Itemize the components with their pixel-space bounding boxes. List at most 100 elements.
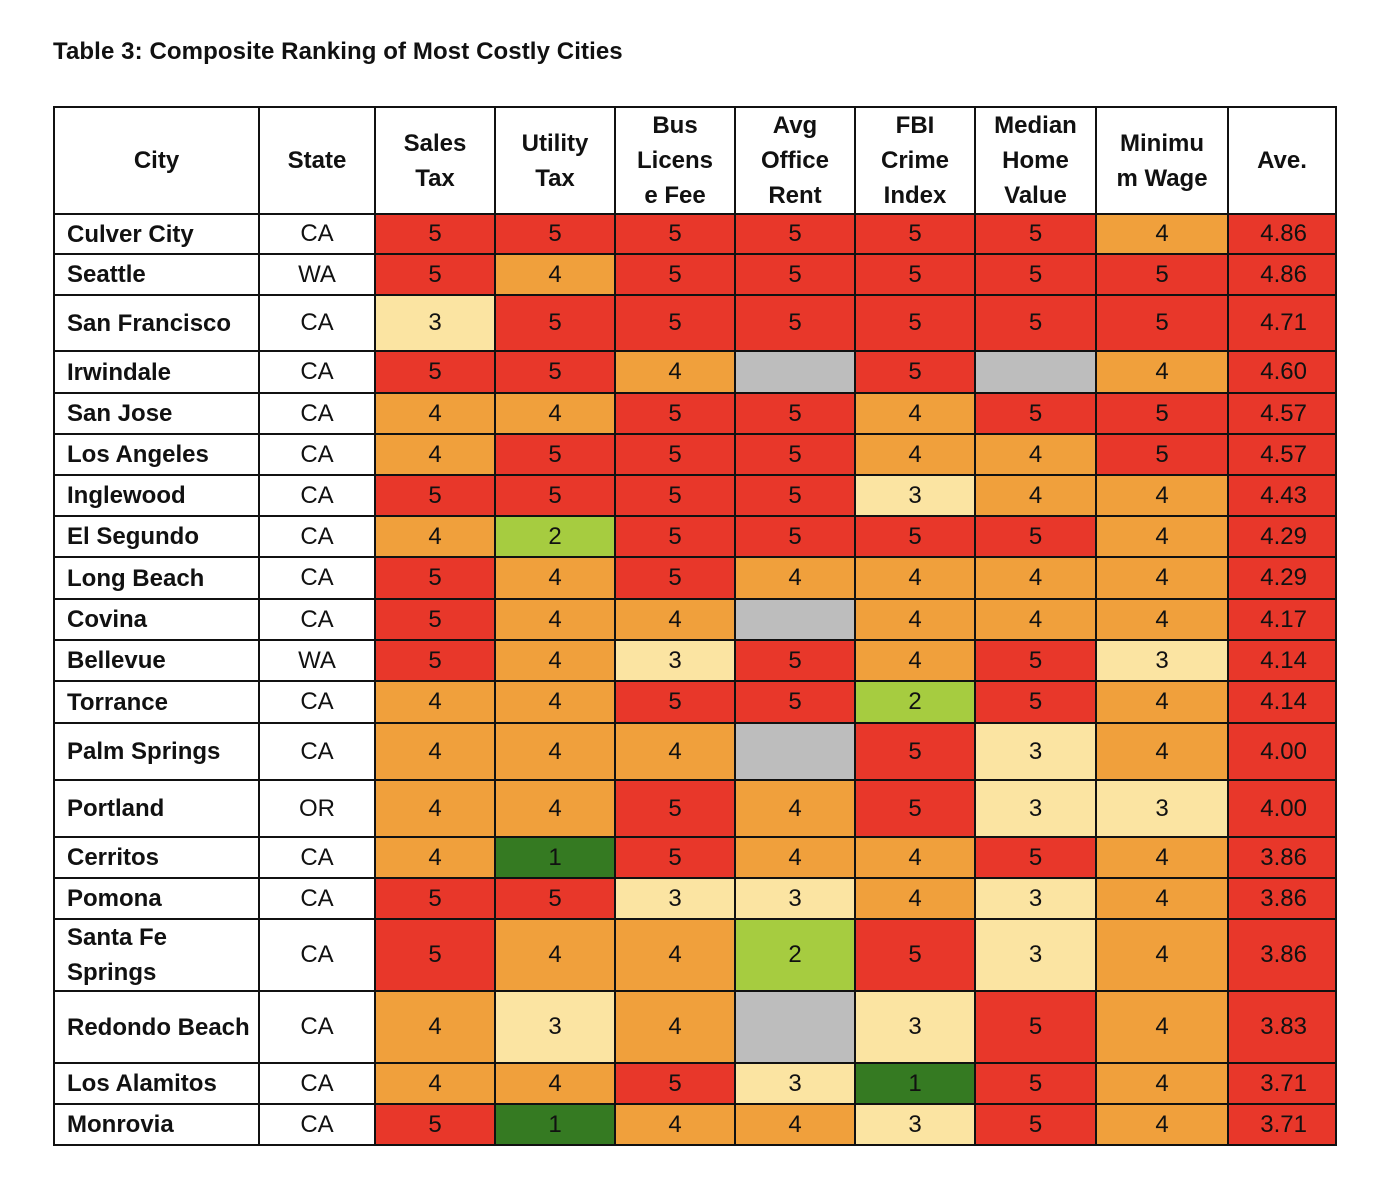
average-cell: 4.14 — [1227, 639, 1337, 682]
score-cell: 4 — [494, 598, 616, 641]
score-cell: 5 — [494, 433, 616, 476]
score-cell: 1 — [494, 1103, 616, 1146]
score-cell: 4 — [374, 990, 496, 1064]
score-cell: 5 — [374, 918, 496, 992]
cost-ranking-table: City State Sales Tax Utility Tax Bus Licens e Fe… — [53, 106, 1337, 1146]
score-cell: 5 — [1095, 253, 1229, 296]
score-cell: 4 — [854, 877, 976, 920]
score-cell: 2 — [734, 918, 856, 992]
score-cell: 1 — [494, 836, 616, 879]
table-row: Monrovia CA 5 1 4 4 3 5 4 3.71 — [53, 1103, 1337, 1146]
score-cell: 5 — [614, 294, 736, 352]
state-cell: CA — [258, 556, 376, 600]
table-row: Torrance CA 4 4 5 5 2 5 4 4.14 — [53, 680, 1337, 724]
score-cell: 3 — [1095, 779, 1229, 838]
score-cell: 5 — [734, 294, 856, 352]
score-cell: 5 — [974, 990, 1097, 1064]
column-header-line: FBI — [895, 112, 935, 139]
score-cell: 4 — [854, 556, 976, 600]
score-cell: 4 — [734, 836, 856, 879]
score-cell: 5 — [494, 350, 616, 394]
score-cell: 3 — [614, 639, 736, 682]
column-header-line: Rent — [768, 182, 822, 209]
city-cell: Irwindale — [53, 350, 260, 394]
score-cell: 4 — [854, 433, 976, 476]
column-header-city: City — [53, 106, 260, 215]
column-header-state: State — [258, 106, 376, 215]
score-cell: 4 — [974, 598, 1097, 641]
score-cell: 4 — [614, 918, 736, 992]
score-cell: 4 — [374, 392, 496, 435]
table-row: Portland OR 4 4 5 4 5 3 3 4.00 — [53, 779, 1337, 838]
score-cell: 5 — [614, 779, 736, 838]
score-cell: 3 — [974, 779, 1097, 838]
score-cell: 5 — [854, 213, 976, 255]
average-cell: 4.14 — [1227, 680, 1337, 724]
score-cell: 5 — [974, 294, 1097, 352]
state-cell: CA — [258, 392, 376, 435]
score-cell: 4 — [374, 836, 496, 879]
column-header-fbi-crime-index: FBI Crime Index — [854, 106, 976, 215]
score-cell: 5 — [374, 253, 496, 296]
score-cell: 5 — [854, 350, 976, 394]
score-cell: 3 — [734, 877, 856, 920]
city-cell: Santa Fe Springs — [53, 918, 260, 992]
table-row: Redondo Beach CA 4 3 4 3 5 4 3.83 — [53, 990, 1337, 1064]
average-cell: 3.71 — [1227, 1103, 1337, 1146]
city-cell: Cerritos — [53, 836, 260, 879]
score-cell: 5 — [974, 253, 1097, 296]
column-header-line: Office — [760, 147, 829, 174]
average-cell: 4.57 — [1227, 392, 1337, 435]
score-cell: 5 — [974, 392, 1097, 435]
average-cell: 3.83 — [1227, 990, 1337, 1064]
table-row: El Segundo CA 4 2 5 5 5 5 4 4.29 — [53, 515, 1337, 558]
state-cell: CA — [258, 680, 376, 724]
score-cell: 5 — [734, 639, 856, 682]
score-cell: 5 — [614, 556, 736, 600]
column-header-ave: Ave. — [1227, 106, 1337, 215]
score-cell: 5 — [374, 350, 496, 394]
city-cell: Torrance — [53, 680, 260, 724]
score-cell: 5 — [374, 556, 496, 600]
score-cell: 4 — [374, 515, 496, 558]
average-cell: 4.00 — [1227, 722, 1337, 781]
city-cell: Inglewood — [53, 474, 260, 517]
column-header-line: Tax — [415, 164, 455, 192]
score-cell: 5 — [854, 918, 976, 992]
score-cell: 4 — [1095, 722, 1229, 781]
score-cell: 4 — [494, 556, 616, 600]
score-cell: 3 — [974, 722, 1097, 781]
score-cell: 5 — [854, 779, 976, 838]
score-cell: 5 — [734, 515, 856, 558]
average-cell: 3.86 — [1227, 918, 1337, 992]
city-cell: Los Angeles — [53, 433, 260, 476]
city-cell: Pomona — [53, 877, 260, 920]
score-cell: 4 — [374, 1062, 496, 1105]
score-cell: 2 — [494, 515, 616, 558]
score-cell: 3 — [854, 474, 976, 517]
state-cell: CA — [258, 598, 376, 641]
score-cell: 4 — [494, 918, 616, 992]
score-cell: 3 — [854, 990, 976, 1064]
column-header-line: Value — [1004, 182, 1067, 209]
score-cell: 4 — [854, 639, 976, 682]
table-row: Culver City CA 5 5 5 5 5 5 4 4.86 — [53, 213, 1337, 255]
score-cell: 5 — [494, 877, 616, 920]
city-cell: San Francisco — [53, 294, 260, 352]
table-row: Bellevue WA 5 4 3 5 4 5 3 4.14 — [53, 639, 1337, 682]
score-cell: 5 — [614, 213, 736, 255]
column-header-line: City — [133, 147, 180, 174]
column-header-line: Minimu — [1120, 129, 1204, 157]
score-cell: 4 — [494, 253, 616, 296]
city-cell: Culver City — [53, 213, 260, 255]
score-cell: 5 — [614, 515, 736, 558]
score-cell: 4 — [614, 350, 736, 394]
column-header-line: Crime — [880, 147, 950, 174]
score-cell: 4 — [374, 680, 496, 724]
score-cell: 5 — [614, 474, 736, 517]
score-cell: 4 — [614, 722, 736, 781]
score-cell: 4 — [1095, 1062, 1229, 1105]
score-cell: 4 — [614, 1103, 736, 1146]
column-header-minimu-m-wage: Minimu m Wage — [1095, 106, 1229, 215]
city-cell: Los Alamitos — [53, 1062, 260, 1105]
